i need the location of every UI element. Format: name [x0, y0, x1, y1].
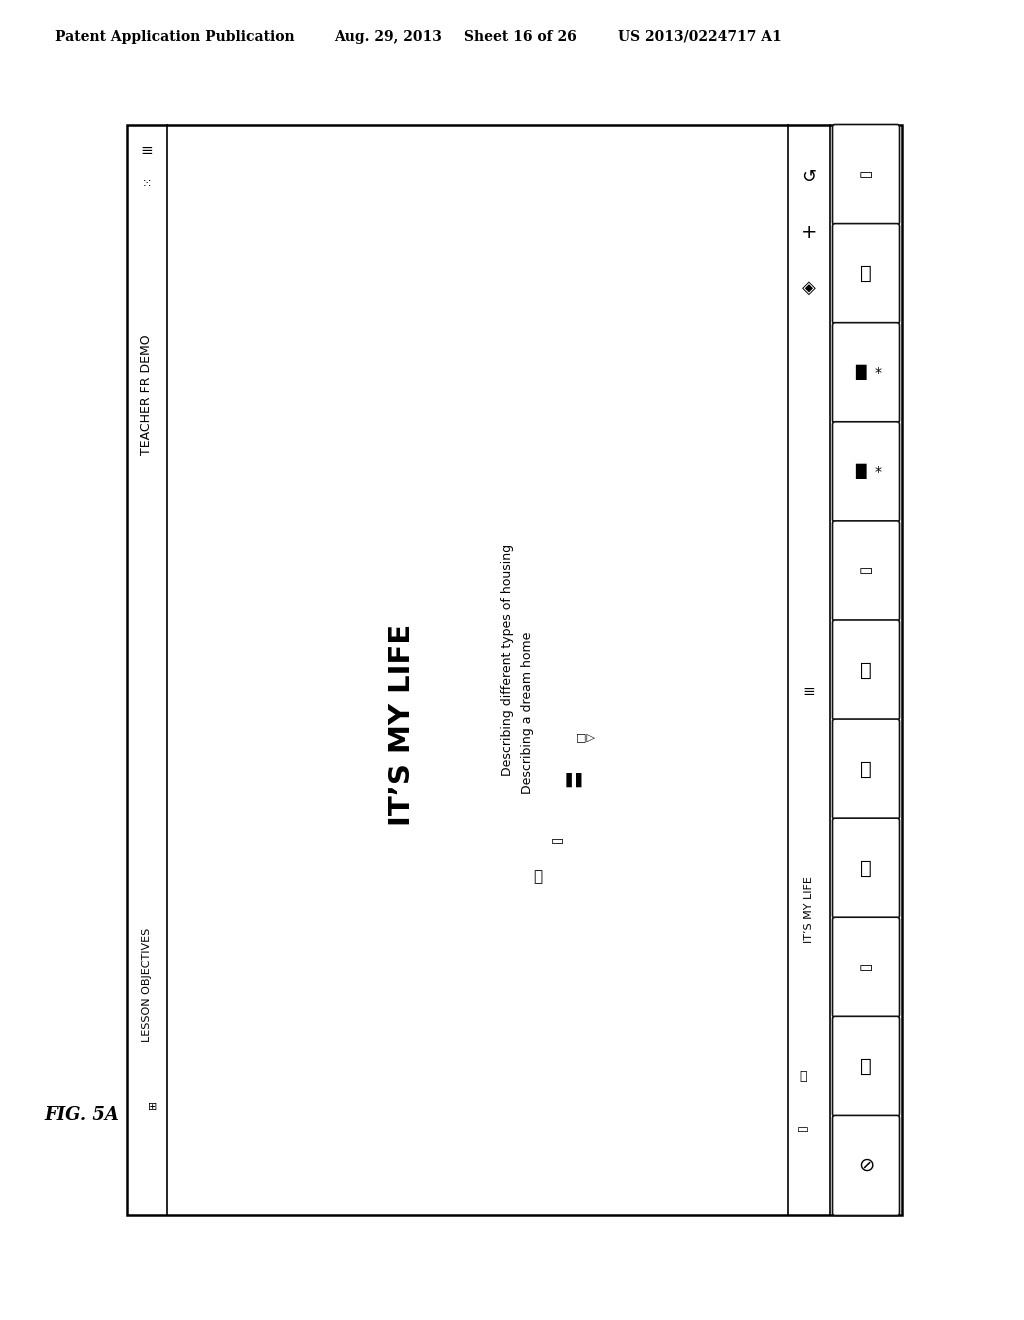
Text: ⓘ: ⓘ	[800, 1071, 807, 1084]
Text: ↺: ↺	[802, 168, 816, 186]
Text: ▭: ▭	[797, 1123, 809, 1137]
FancyBboxPatch shape	[833, 422, 899, 521]
Text: Describing different types of housing: Describing different types of housing	[501, 544, 514, 776]
FancyBboxPatch shape	[833, 917, 899, 1018]
Text: □▷: □▷	[575, 733, 595, 742]
Text: ◈: ◈	[802, 279, 816, 297]
Text: Ⓡ: Ⓡ	[860, 660, 871, 680]
Text: *: *	[874, 366, 882, 380]
FancyBboxPatch shape	[833, 818, 899, 919]
FancyBboxPatch shape	[833, 223, 899, 323]
Text: ▭: ▭	[859, 960, 873, 974]
Text: ⓘ: ⓘ	[532, 870, 542, 884]
Text: ▭: ▭	[859, 168, 873, 182]
Text: ⊘: ⊘	[858, 1156, 874, 1175]
FancyBboxPatch shape	[833, 620, 899, 719]
Text: Ⓡ: Ⓡ	[860, 264, 871, 282]
Text: TEACHER FR DEMO: TEACHER FR DEMO	[140, 335, 154, 455]
Text: Aug. 29, 2013: Aug. 29, 2013	[334, 30, 442, 44]
Text: ≡: ≡	[803, 684, 815, 700]
Text: ≡: ≡	[140, 143, 154, 157]
FancyBboxPatch shape	[833, 1115, 899, 1216]
Text: IT’S MY LIFE: IT’S MY LIFE	[804, 876, 814, 944]
FancyBboxPatch shape	[833, 124, 899, 224]
Text: Ⓡ: Ⓡ	[860, 759, 871, 779]
FancyBboxPatch shape	[833, 1016, 899, 1117]
Text: IT’S MY LIFE: IT’S MY LIFE	[388, 624, 417, 826]
FancyBboxPatch shape	[833, 521, 899, 620]
Text: LESSON OBJECTIVES: LESSON OBJECTIVES	[142, 928, 152, 1041]
Text: ▐▌: ▐▌	[849, 465, 872, 479]
Text: +: +	[801, 223, 817, 243]
Text: Ⓡ: Ⓡ	[860, 859, 871, 878]
Text: Sheet 16 of 26: Sheet 16 of 26	[464, 30, 577, 44]
Text: Ⓡ: Ⓡ	[860, 1057, 871, 1076]
Text: US 2013/0224717 A1: US 2013/0224717 A1	[618, 30, 782, 44]
Bar	[127, 125, 902, 1214]
Text: Patent Application Publication: Patent Application Publication	[55, 30, 295, 44]
Text: ▐▌: ▐▌	[849, 366, 872, 380]
Text: ▭: ▭	[551, 833, 564, 847]
Text: ▐▐: ▐▐	[561, 772, 582, 787]
Text: ⊞: ⊞	[148, 1102, 158, 1111]
Text: FIG. 5A: FIG. 5A	[45, 1106, 120, 1125]
Text: *: *	[874, 465, 882, 479]
FancyBboxPatch shape	[833, 719, 899, 820]
FancyBboxPatch shape	[833, 322, 899, 422]
Text: ⁙: ⁙	[141, 178, 153, 191]
Text: Describing a dream home: Describing a dream home	[521, 632, 534, 795]
Text: ▭: ▭	[859, 564, 873, 578]
